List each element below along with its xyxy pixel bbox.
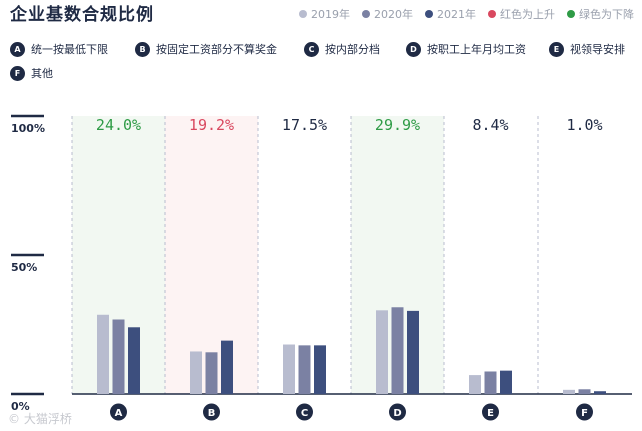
bar-c-2019 [283,344,295,394]
bar-e-2021 [500,370,512,394]
y-tick-label-0: 0% [11,400,30,413]
legend-2020-label: 2020年 [374,8,413,21]
legend-2021-label: 2021年 [437,8,476,21]
bar-c-2020 [298,345,311,394]
bar-f-2020 [578,389,591,394]
note-a-badge: A [10,41,25,57]
bar-b-2019 [190,351,202,394]
legend-2020-swatch [362,10,370,18]
legend-down: 绿色为下降 [567,6,634,22]
note-f-badge: F [10,65,25,81]
category-badge-e [482,403,499,421]
category-badge-c [296,403,313,421]
bar-a-2021 [128,327,140,394]
bar-a-2019 [97,314,109,394]
chart-title: 企业基数合规比例 [10,5,154,25]
note-d: D 按职工上年月均工资 [406,41,526,57]
value-label-f: 1.0% [566,116,602,134]
category-badge-b [203,403,220,421]
y-tick-label-100: 100% [11,122,45,135]
note-c: C 按内部分档 [304,41,380,57]
watermark: © 大猫浮桥 [8,412,72,426]
bar-e-2020 [484,371,497,394]
category-badge-f [576,403,593,421]
legend-down-label: 绿色为下降 [579,8,634,21]
note-b-text: 按固定工资部分不算奖金 [156,43,277,56]
bar-d-2021 [407,310,419,394]
bar-c-2021 [314,345,326,394]
category-label-a: A [115,408,123,419]
category-label-e: E [487,408,494,419]
legend-up: 红色为上升 [488,6,555,22]
bar-d-2019 [376,310,388,394]
note-a: A 统一按最低下限 [10,41,108,57]
bar-d-2020 [391,307,404,394]
legend-up-swatch [488,10,496,18]
bar-e-2019 [469,375,481,394]
value-label-a: 24.0% [96,116,141,134]
note-e-badge: E [549,41,564,57]
note-b-badge: B [135,41,150,57]
bar-a-2020 [112,319,125,394]
bar-f-2021 [594,391,606,394]
note-d-text: 按职工上年月均工资 [427,43,526,56]
value-label-e: 8.4% [472,116,508,134]
value-label-c: 17.5% [282,116,327,134]
note-e: E 视领导安排 [549,41,625,57]
legend-2019: 2019年 [299,6,350,22]
note-c-badge: C [304,41,319,57]
note-f: F 其他 [10,65,53,81]
legend: 2019年 2020年 2021年 红色为上升 绿色为下降 [299,6,634,22]
value-label-b: 19.2% [189,116,234,134]
note-c-text: 按内部分档 [325,43,380,56]
category-badge-d [389,403,406,421]
legend-2019-swatch [299,10,307,18]
value-label-d: 29.9% [375,116,420,134]
note-e-text: 视领导安排 [570,43,625,56]
legend-2021: 2021年 [425,6,476,22]
category-label-b: B [208,408,216,419]
legend-up-label: 红色为上升 [500,8,555,21]
y-tick-label-50: 50% [11,261,37,274]
category-label-c: C [301,408,308,419]
category-label-d: D [393,408,401,419]
note-a-text: 统一按最低下限 [31,43,108,56]
legend-2021-swatch [425,10,433,18]
note-d-badge: D [406,41,421,57]
category-label-f: F [581,408,588,419]
note-b: B 按固定工资部分不算奖金 [135,41,277,57]
column-bg-b [165,116,258,394]
legend-2020: 2020年 [362,6,413,22]
legend-down-swatch [567,10,575,18]
bar-f-2019 [563,389,575,394]
note-f-text: 其他 [31,67,53,80]
category-badge-a [110,403,127,421]
bar-b-2020 [205,352,218,394]
bar-b-2021 [221,340,233,394]
legend-2019-label: 2019年 [311,8,350,21]
